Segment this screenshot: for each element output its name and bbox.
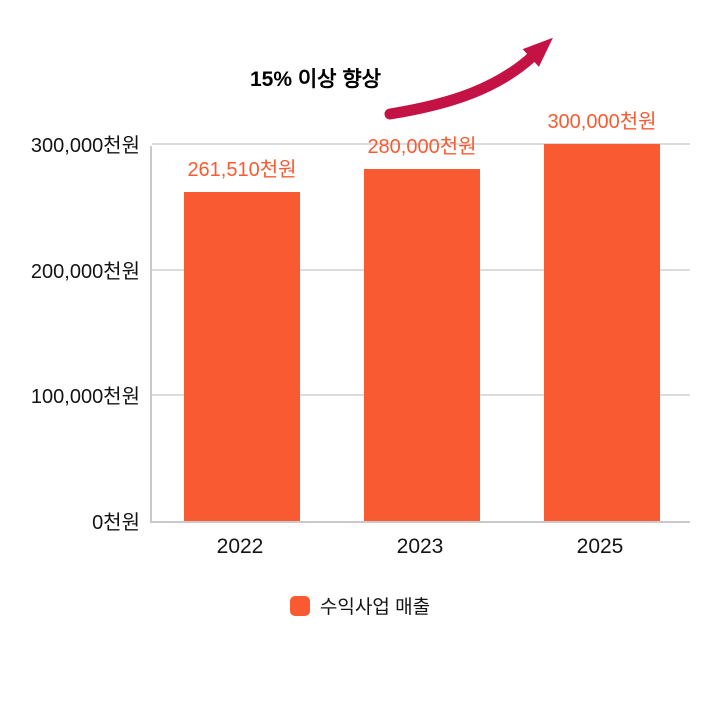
bar: [184, 192, 300, 521]
bar: [544, 144, 660, 521]
gridline: [152, 143, 690, 145]
plot-area: 261,510천원 280,000천원 300,000천원: [150, 111, 690, 523]
bar-value-label: 261,510천원: [187, 159, 297, 182]
y-axis-tick-label: 200,000천원: [30, 260, 140, 283]
x-axis-tick-label: 2025: [576, 535, 624, 558]
y-axis-tick-label: 0천원: [92, 512, 140, 534]
x-axis-tick-label: 2023: [396, 535, 444, 558]
bar: [364, 169, 480, 521]
x-axis-tick-label: 2022: [216, 535, 264, 558]
legend: 수익사업 매출: [0, 592, 720, 619]
y-axis-tick-label: 300,000천원: [30, 135, 140, 157]
y-axis-tick-label: 100,000천원: [30, 386, 140, 409]
legend-label: 수익사업 매출: [319, 597, 431, 618]
bar-value-label: 280,000천원: [367, 136, 477, 159]
legend-swatch-icon: [289, 595, 310, 616]
annotation-text: 15% 이상 향상: [250, 68, 381, 91]
bar-value-label: 300,000천원: [547, 111, 657, 133]
